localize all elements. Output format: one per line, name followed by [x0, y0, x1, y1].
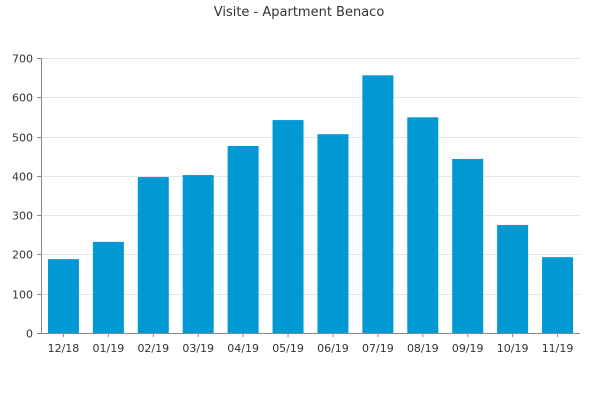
bar	[407, 117, 439, 333]
y-tick-label: 400	[12, 171, 33, 184]
x-tick-label: 10/19	[497, 342, 529, 355]
x-tick-label: 02/19	[137, 342, 169, 355]
x-tick-label: 09/19	[452, 342, 484, 355]
bar	[317, 134, 349, 333]
y-tick-label: 100	[12, 289, 33, 302]
x-tick-label: 01/19	[93, 342, 125, 355]
y-tick-label: 700	[12, 53, 33, 66]
y-tick-label: 200	[12, 249, 33, 262]
bar	[362, 75, 394, 333]
y-tick-label: 300	[12, 210, 33, 223]
bar	[182, 175, 214, 333]
x-tick-label: 08/19	[407, 342, 439, 355]
y-tick-label: 600	[12, 92, 33, 105]
x-tick-label: 07/19	[362, 342, 394, 355]
y-tick-label: 0	[26, 328, 33, 341]
bar	[497, 224, 529, 333]
bar	[92, 241, 124, 333]
x-tick-label: 05/19	[272, 342, 304, 355]
bar	[47, 259, 79, 333]
y-tick-label: 500	[12, 132, 33, 145]
x-tick-label: 11/19	[542, 342, 574, 355]
x-tick-label: 04/19	[227, 342, 259, 355]
bar	[227, 146, 259, 333]
bar	[272, 120, 304, 333]
x-tick-label: 12/18	[48, 342, 80, 355]
bar	[137, 177, 169, 333]
x-tick-label: 06/19	[317, 342, 349, 355]
bar	[452, 158, 484, 333]
chart-title: Visite - Apartment Benaco	[214, 5, 385, 20]
bar	[542, 257, 574, 333]
x-tick-label: 03/19	[182, 342, 214, 355]
